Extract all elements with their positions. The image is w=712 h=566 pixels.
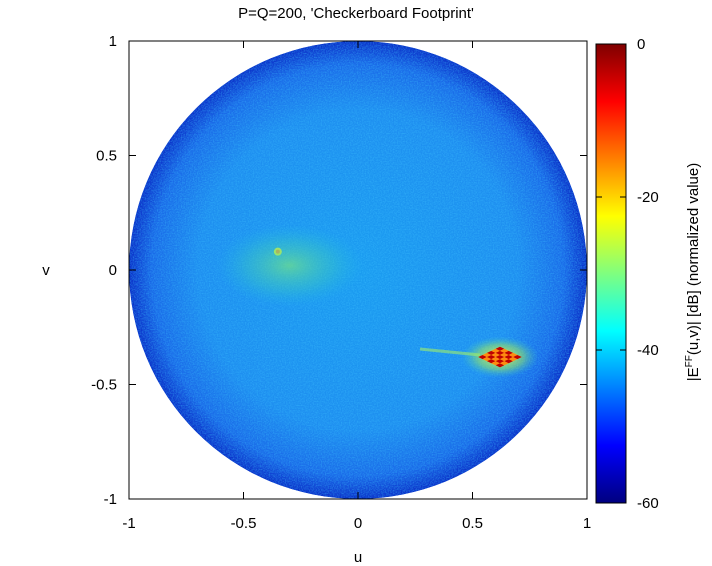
beam-streak — [419, 347, 481, 357]
diffuse-lobe — [216, 224, 363, 307]
x-tick-label: -1 — [122, 515, 135, 532]
checker-cell — [499, 357, 509, 362]
x-tick-label: -0.5 — [231, 515, 257, 532]
checker-cell — [486, 359, 496, 364]
checkerboard-cells — [478, 346, 522, 368]
checker-cell — [495, 363, 505, 368]
colorbar: 0 -20 -40 -60 |EFF(u,v)| [dB] (normalized v… — [595, 36, 702, 512]
checker-cell — [495, 350, 505, 355]
checker-cell — [482, 357, 492, 362]
y-tick-label: 0.5 — [96, 148, 117, 165]
chart-title: P=Q=200, 'Checkerboard Footprint' — [238, 5, 474, 22]
y-tick-label: 1 — [109, 33, 117, 50]
colorbar-label: |EFF(u,v)| [dB] (normalized value) — [684, 163, 702, 381]
checker-cell — [499, 348, 509, 353]
checker-cell — [491, 348, 500, 353]
colorbar-tick-label: -60 — [637, 495, 659, 512]
y-tick-label: 0 — [109, 262, 117, 279]
checker-cell — [495, 359, 505, 364]
checker-cell — [499, 361, 509, 366]
checker-cell — [504, 359, 514, 364]
checker-cell — [504, 350, 514, 355]
checker-cell — [486, 354, 496, 360]
y-tick-label: -0.5 — [91, 377, 117, 394]
checker-cell — [513, 354, 522, 360]
x-tick-label: 1 — [583, 515, 591, 532]
y-axis: 1 0.5 0 -0.5 -1 — [91, 33, 587, 508]
x-tick-label: 0.5 — [462, 515, 483, 532]
checker-cell — [508, 357, 518, 362]
colorbar-tick-label: 0 — [637, 36, 645, 53]
checker-cell — [486, 350, 496, 355]
colorbar-tick-label: -40 — [637, 342, 659, 359]
x-axis: -1 -0.5 0 0.5 1 — [122, 41, 591, 532]
x-axis-label: u — [354, 549, 362, 566]
x-tick-label: 0 — [354, 515, 362, 532]
checker-cell — [491, 361, 500, 366]
y-tick-label: -1 — [104, 491, 117, 508]
heatmap-disk — [129, 41, 587, 499]
colorbar-gradient — [595, 43, 627, 504]
y-axis-label: v — [42, 262, 50, 279]
checker-cell — [495, 354, 505, 360]
checker-cell — [491, 357, 500, 362]
colorbar-tick-label: -20 — [637, 189, 659, 206]
checker-cell — [495, 346, 505, 351]
